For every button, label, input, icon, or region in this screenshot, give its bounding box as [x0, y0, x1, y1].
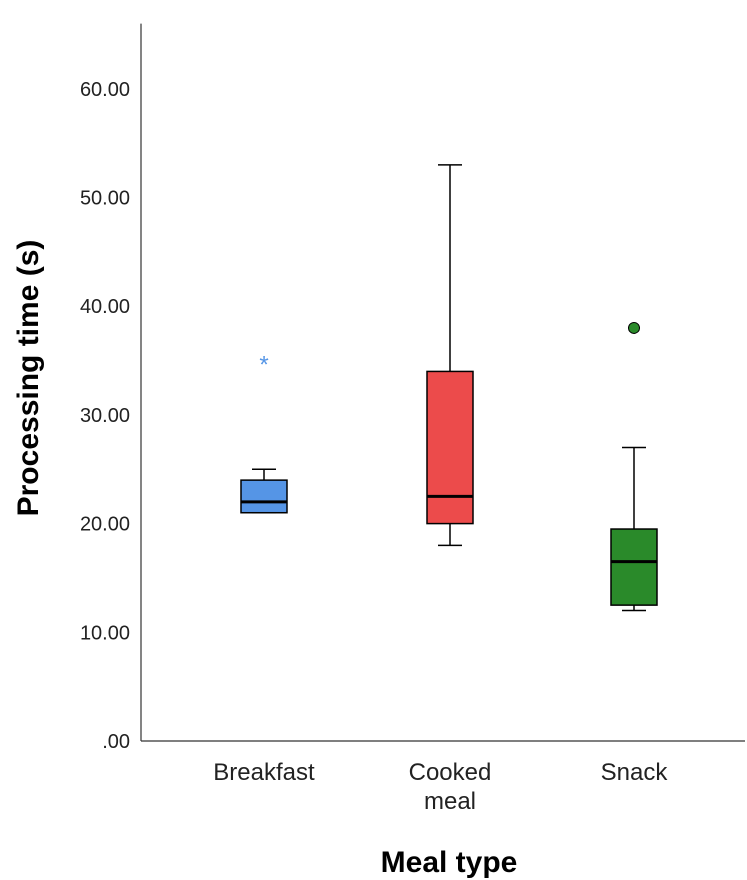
x-tick-label: Breakfast	[213, 759, 315, 786]
extreme-point: *	[259, 352, 268, 379]
outlier-point	[628, 321, 640, 334]
x-tick-label: Snack	[601, 759, 669, 786]
axes	[140, 23, 745, 742]
y-tick-label: 40.00	[80, 296, 130, 318]
iqr-box	[426, 370, 474, 525]
box-group-breakfast: *	[240, 352, 288, 514]
x-tick-label: meal	[424, 788, 476, 815]
y-axis-title: Processing time (s)	[12, 240, 45, 517]
y-tick-label: .00	[102, 731, 130, 753]
y-tick-label: 60.00	[80, 79, 130, 101]
x-axis-title: Meal type	[381, 846, 518, 879]
boxes: *	[240, 164, 658, 612]
box-group-cooked-meal	[426, 164, 474, 547]
y-tick-label: 10.00	[80, 622, 130, 644]
y-tick-label: 50.00	[80, 188, 130, 210]
y-axis-ticks: .00 10.00 20.00 30.00 40.00 50.00 60.00	[80, 79, 130, 753]
iqr-box	[610, 528, 658, 606]
y-tick-label: 30.00	[80, 405, 130, 427]
x-tick-label: Cooked	[409, 759, 492, 786]
iqr-box	[240, 479, 288, 514]
box-group-snack	[610, 321, 658, 612]
y-tick-label: 20.00	[80, 514, 130, 536]
